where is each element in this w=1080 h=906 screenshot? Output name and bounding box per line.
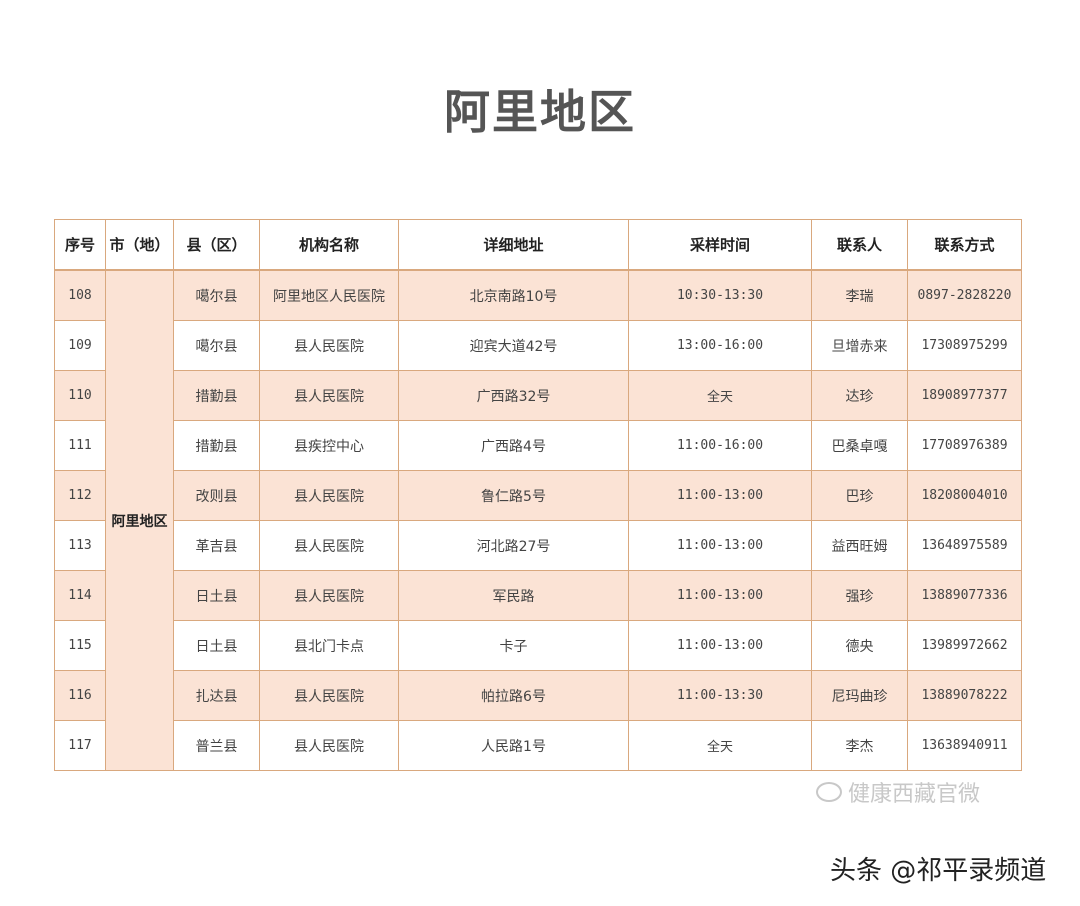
cell-sampling-time: 11:00-13:00: [628, 620, 812, 671]
header-address: 详细地址: [398, 219, 629, 271]
cell-sampling-time: 11:00-13:00: [628, 470, 812, 521]
cell-row-number: 114: [54, 570, 106, 621]
cell-address: 军民路: [398, 570, 629, 621]
cell-county: 措勤县: [173, 420, 260, 471]
cell-address: 鲁仁路5号: [398, 470, 629, 521]
cell-phone: 13889077336: [907, 570, 1022, 621]
cell-city: 阿里地区: [105, 269, 174, 771]
cell-county: 日土县: [173, 570, 260, 621]
cell-organization: 县人民医院: [259, 570, 399, 621]
cell-row-number: 113: [54, 520, 106, 571]
cell-row-number: 111: [54, 420, 106, 471]
cell-organization: 县人民医院: [259, 670, 399, 721]
cell-row-number: 117: [54, 720, 106, 771]
table-row: 113 革吉县 县人民医院 河北路27号 11:00-13:00 益西旺姆 13648975…: [54, 520, 1022, 571]
wechat-icon: [816, 782, 842, 802]
table-row: 112 改则县 县人民医院 鲁仁路5号 11:00-13:00 巴珍 18208004010: [54, 470, 1022, 521]
cell-organization: 县人民医院: [259, 320, 399, 371]
cell-phone: 18908977377: [907, 370, 1022, 421]
cell-organization: 县人民医院: [259, 470, 399, 521]
cell-county: 噶尔县: [173, 320, 260, 371]
cell-contact-person: 达珍: [811, 370, 908, 421]
cell-contact-person: 巴桑卓嘎: [811, 420, 908, 471]
cell-organization: 阿里地区人民医院: [259, 269, 399, 321]
table-row: 116 扎达县 县人民医院 帕拉路6号 11:00-13:30 尼玛曲珍 138890782…: [54, 670, 1022, 721]
cell-sampling-time: 全天: [628, 720, 812, 771]
cell-county: 日土县: [173, 620, 260, 671]
cell-sampling-time: 11:00-13:30: [628, 670, 812, 721]
cell-address: 北京南路10号: [398, 269, 629, 321]
cell-row-number: 110: [54, 370, 106, 421]
cell-sampling-time: 11:00-13:00: [628, 520, 812, 571]
table-row: 117 普兰县 县人民医院 人民路1号 全天 李杰 13638940911: [54, 720, 1022, 771]
cell-phone: 17708976389: [907, 420, 1022, 471]
cell-county: 扎达县: [173, 670, 260, 721]
header-no: 序号: [54, 219, 106, 271]
cell-organization: 县疾控中心: [259, 420, 399, 471]
cell-address: 帕拉路6号: [398, 670, 629, 721]
header-contact: 联系人: [811, 219, 908, 271]
page-title: 阿里地区: [444, 85, 636, 139]
cell-phone: 17308975299: [907, 320, 1022, 371]
watermark: 健康西藏官微: [816, 776, 980, 808]
cell-row-number: 116: [54, 670, 106, 721]
cell-row-number: 109: [54, 320, 106, 371]
header-city: 市（地）: [105, 219, 174, 271]
table-row: 114 日土县 县人民医院 军民路 11:00-13:00 强珍 13889077336: [54, 570, 1022, 621]
cell-address: 广西路4号: [398, 420, 629, 471]
cell-address: 河北路27号: [398, 520, 629, 571]
cell-sampling-time: 10:30-13:30: [628, 269, 812, 321]
cell-contact-person: 尼玛曲珍: [811, 670, 908, 721]
cell-county: 改则县: [173, 470, 260, 521]
cell-county: 措勤县: [173, 370, 260, 421]
cell-row-number: 115: [54, 620, 106, 671]
cell-county: 噶尔县: [173, 269, 260, 321]
watermark-text: 健康西藏官微: [848, 782, 981, 807]
cell-contact-person: 巴珍: [811, 470, 908, 521]
sampling-sites-table: 序号 市（地） 县（区） 机构名称 详细地址 采样时间 联系人 联系方式 108…: [54, 219, 1022, 771]
cell-address: 卡子: [398, 620, 629, 671]
header-time: 采样时间: [628, 219, 812, 271]
cell-row-number: 112: [54, 470, 106, 521]
cell-organization: 县北门卡点: [259, 620, 399, 671]
cell-address: 广西路32号: [398, 370, 629, 421]
cell-contact-person: 益西旺姆: [811, 520, 908, 571]
table-row: 111 措勤县 县疾控中心 广西路4号 11:00-16:00 巴桑卓嘎 177089763…: [54, 420, 1022, 471]
source-credit: 头条 @祁平录频道: [830, 856, 1047, 886]
table-row: 108 阿里地区 噶尔县 阿里地区人民医院 北京南路10号 10:30-13:30 李瑞 08…: [54, 269, 1022, 771]
header-phone: 联系方式: [907, 219, 1022, 271]
cell-county: 革吉县: [173, 520, 260, 571]
cell-contact-person: 旦增赤来: [811, 320, 908, 371]
cell-contact-person: 强珍: [811, 570, 908, 621]
cell-phone: 18208004010: [907, 470, 1022, 521]
header-org: 机构名称: [259, 219, 399, 271]
cell-address: 人民路1号: [398, 720, 629, 771]
cell-contact-person: 李杰: [811, 720, 908, 771]
cell-contact-person: 李瑞: [811, 269, 908, 321]
cell-contact-person: 德央: [811, 620, 908, 671]
cell-address: 迎宾大道42号: [398, 320, 629, 371]
cell-phone: 13889078222: [907, 670, 1022, 721]
cell-organization: 县人民医院: [259, 370, 399, 421]
cell-sampling-time: 全天: [628, 370, 812, 421]
table-row: 110 措勤县 县人民医院 广西路32号 全天 达珍 18908977377: [54, 370, 1022, 421]
table-header-row: 序号 市（地） 县（区） 机构名称 详细地址 采样时间 联系人 联系方式: [54, 219, 1022, 271]
cell-organization: 县人民医院: [259, 720, 399, 771]
cell-organization: 县人民医院: [259, 520, 399, 571]
cell-sampling-time: 11:00-13:00: [628, 570, 812, 621]
table-row: 109 噶尔县 县人民医院 迎宾大道42号 13:00-16:00 旦增赤来 1730897…: [54, 320, 1022, 371]
cell-phone: 0897-2828220: [907, 269, 1022, 321]
cell-phone: 13989972662: [907, 620, 1022, 671]
header-county: 县（区）: [173, 219, 260, 271]
cell-sampling-time: 13:00-16:00: [628, 320, 812, 371]
table-row: 115 日土县 县北门卡点 卡子 11:00-13:00 德央 13989972662: [54, 620, 1022, 671]
cell-row-number: 108: [54, 269, 106, 321]
cell-phone: 13638940911: [907, 720, 1022, 771]
cell-county: 普兰县: [173, 720, 260, 771]
cell-phone: 13648975589: [907, 520, 1022, 571]
cell-sampling-time: 11:00-16:00: [628, 420, 812, 471]
